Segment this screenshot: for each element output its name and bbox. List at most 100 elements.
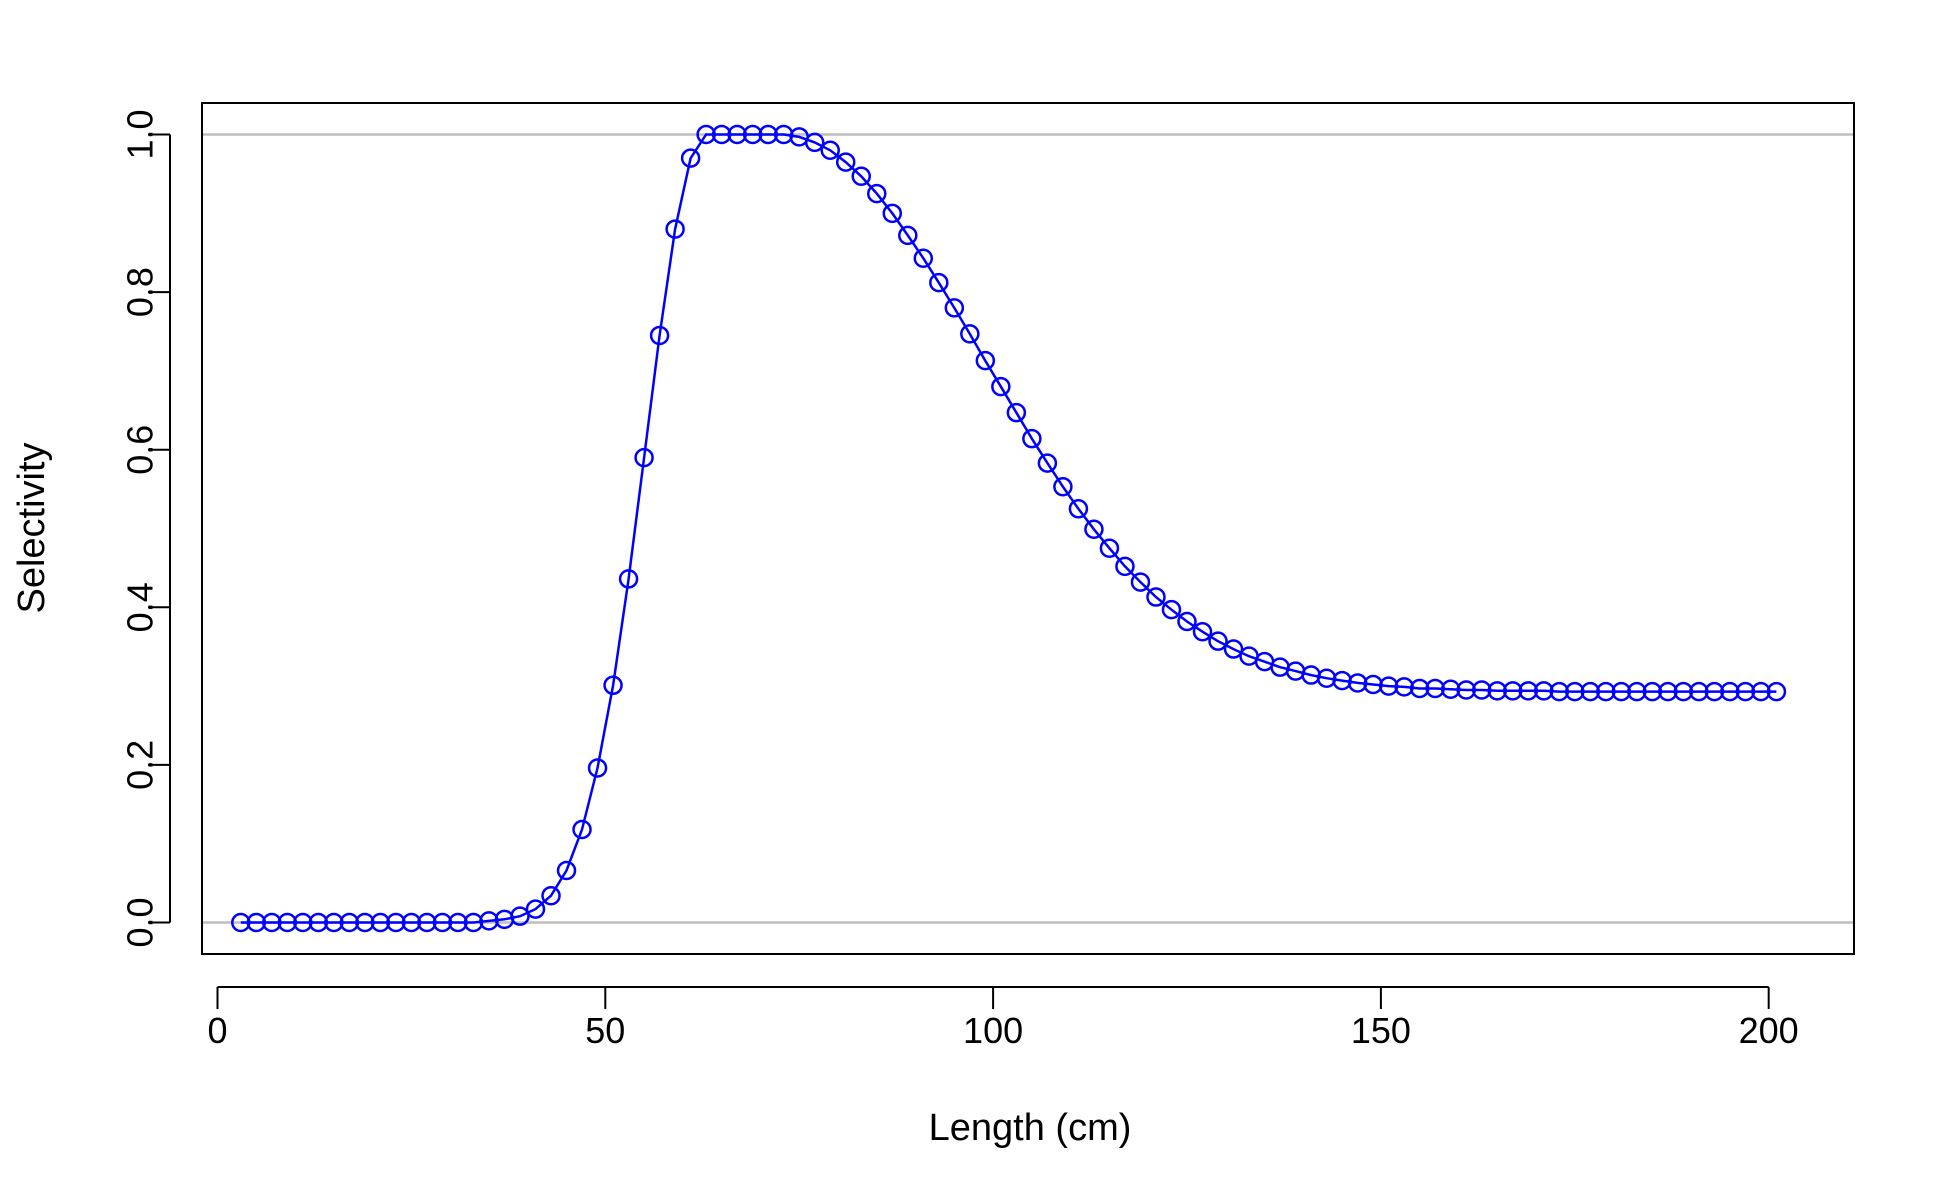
data-point — [1596, 681, 1616, 702]
data-point — [448, 912, 468, 933]
data-point — [587, 758, 608, 778]
data-point — [975, 350, 996, 371]
x-tick-label: 200 — [1739, 1010, 1799, 1051]
data-point — [1658, 681, 1678, 702]
data-point — [913, 248, 934, 268]
data-point — [696, 124, 716, 145]
data-point — [680, 148, 701, 168]
data-point — [1115, 556, 1135, 577]
data-point — [1425, 678, 1445, 699]
data-point — [1440, 679, 1461, 699]
x-axis-title: Length (cm) — [929, 1107, 1132, 1149]
data-point — [944, 298, 965, 318]
y-tick-label: 0.2 — [120, 740, 161, 790]
data-point — [820, 140, 840, 161]
data-point — [324, 912, 344, 933]
data-point — [1099, 538, 1120, 558]
data-point — [1363, 674, 1383, 695]
data-point — [1611, 681, 1632, 702]
data-point — [1689, 681, 1709, 702]
y-tick-label: 0.4 — [120, 582, 161, 632]
data-point — [1084, 519, 1104, 540]
data-point — [1534, 681, 1554, 701]
plot-frame — [201, 102, 1855, 955]
data-point — [851, 166, 871, 187]
data-point — [231, 912, 251, 933]
data-point — [1735, 681, 1756, 702]
data-point — [1037, 453, 1058, 473]
data-point — [1394, 677, 1414, 697]
x-tick-label: 100 — [963, 1010, 1023, 1051]
data-point — [572, 819, 592, 840]
data-point — [960, 324, 980, 344]
data-point — [293, 912, 313, 933]
data-point — [835, 152, 856, 172]
data-point — [541, 885, 561, 906]
data-point — [1409, 678, 1430, 699]
plot-area — [231, 124, 1787, 933]
data-point — [1642, 681, 1663, 702]
data-point — [742, 124, 763, 145]
data-point — [1177, 611, 1197, 632]
data-point — [1471, 680, 1492, 700]
data-point — [1502, 681, 1523, 701]
data-point — [634, 447, 654, 468]
data-point — [1208, 631, 1228, 651]
x-tick-label: 150 — [1351, 1010, 1411, 1051]
data-point — [882, 203, 903, 224]
data-point — [1580, 681, 1601, 702]
data-point — [1456, 680, 1476, 700]
data-point — [1549, 681, 1570, 702]
data-point — [603, 675, 623, 696]
data-point — [1704, 681, 1725, 702]
data-point — [262, 912, 282, 933]
x-tick-label: 0 — [207, 1010, 227, 1051]
data-point — [510, 906, 530, 926]
data-point — [246, 912, 267, 933]
data-point — [1347, 673, 1368, 693]
y-axis-title: Selectivity — [11, 442, 53, 613]
y-tick-label: 0.8 — [120, 267, 161, 317]
data-point — [618, 569, 639, 589]
data-point — [649, 325, 670, 346]
y-tick-label: 1.0 — [120, 109, 161, 159]
data-point — [1146, 587, 1166, 607]
data-point — [929, 272, 949, 293]
data-point — [432, 912, 453, 933]
y-tick-label: 0.6 — [120, 425, 161, 475]
data-point — [479, 911, 499, 931]
data-point — [1487, 681, 1507, 701]
y-tick-label: 0.0 — [120, 897, 161, 947]
x-axis: 0 50 100 150 200 — [207, 986, 1799, 1051]
data-point — [867, 183, 887, 204]
data-point — [758, 124, 778, 145]
data-point — [1068, 499, 1089, 519]
data-point — [417, 912, 437, 933]
data-point — [1565, 681, 1585, 702]
data-point — [308, 912, 329, 933]
data-point — [1053, 476, 1073, 497]
data-point — [1378, 676, 1399, 696]
data-point — [1627, 681, 1647, 702]
data-point — [1673, 681, 1694, 702]
data-point — [1022, 428, 1042, 449]
data-point — [370, 912, 391, 933]
data-point — [525, 899, 546, 919]
data-point — [727, 124, 747, 145]
data-point — [1720, 681, 1740, 702]
data-point — [556, 860, 577, 881]
y-axis: 0.0 0.2 0.4 0.6 0.8 1.0 — [120, 109, 171, 948]
data-point — [1223, 639, 1244, 659]
data-point — [1161, 599, 1182, 620]
data-point — [1751, 681, 1771, 702]
data-point — [665, 219, 685, 239]
data-point — [1192, 621, 1213, 642]
data-point — [991, 376, 1011, 397]
data-point — [277, 912, 298, 933]
data-point — [804, 132, 825, 153]
data-point — [898, 225, 918, 246]
data-point — [401, 912, 422, 933]
data-point — [339, 912, 360, 933]
